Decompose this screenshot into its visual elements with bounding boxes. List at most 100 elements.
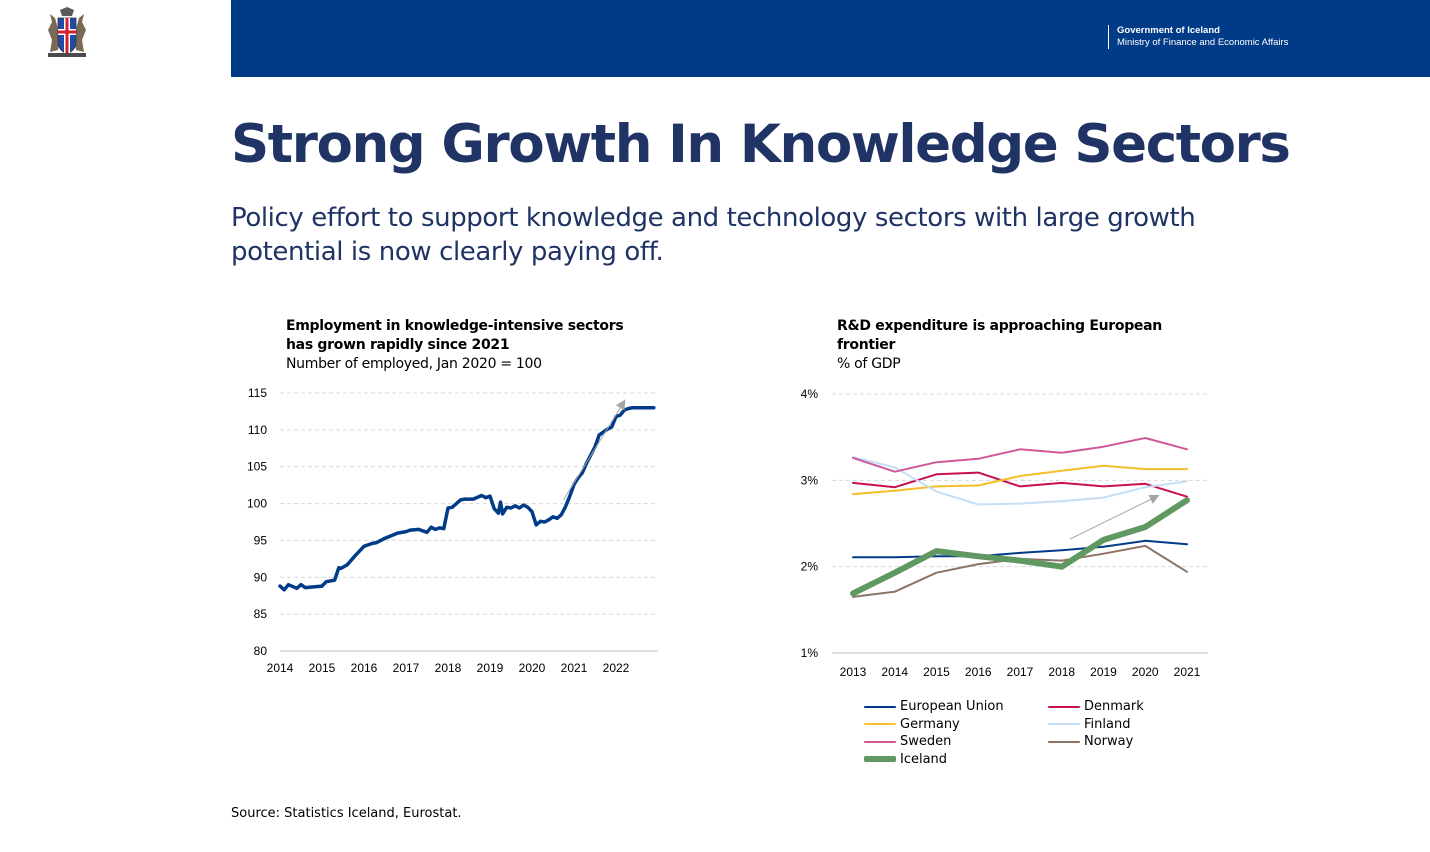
rnd-chart-title: R&D expenditure is approaching European … (837, 318, 1162, 353)
source-note: Source: Statistics Iceland, Eurostat. (231, 806, 462, 821)
x-tick-label: 2018 (1048, 665, 1075, 679)
employment-series-line (278, 405, 656, 592)
european-union-data-point (1186, 543, 1188, 545)
legend-label: Denmark (1084, 699, 1144, 715)
trend-arrow (1069, 494, 1160, 540)
iceland-data-point (893, 571, 897, 575)
employment-data-point (451, 506, 453, 508)
employment-data-point (304, 587, 306, 589)
employment-data-point (518, 507, 520, 509)
employment-data-point (287, 584, 289, 586)
ministry-name: Ministry of Finance and Economic Affairs (1117, 37, 1289, 48)
finland-data-point (1061, 500, 1063, 502)
legend-item-finland: Finland (1048, 716, 1232, 734)
employment-data-point (611, 426, 613, 428)
legend-swatch (1048, 705, 1080, 708)
employment-data-point (636, 407, 638, 409)
employment-data-point (649, 407, 651, 409)
denmark-data-point (1102, 485, 1105, 487)
coat-of-arms-icon (48, 7, 86, 57)
european-union-data-point (1019, 552, 1021, 554)
finland-data-point (935, 490, 938, 493)
y-tick-label: 95 (254, 533, 268, 547)
legend-swatch (864, 756, 896, 763)
sweden-data-point (1061, 452, 1063, 454)
employment-data-point (644, 407, 646, 409)
employment-data-point (340, 567, 342, 570)
finland-data-point (1144, 486, 1146, 488)
legend-item-european-union: European Union (864, 698, 1048, 716)
employment-data-point (439, 527, 441, 529)
employment-data-point (565, 505, 567, 508)
employment-data-point (447, 507, 449, 509)
employment-data-point (313, 586, 315, 588)
norway-data-point (894, 591, 896, 593)
employment-data-point (535, 524, 537, 526)
european-union-data-point (1144, 540, 1146, 542)
employment-data-point (338, 567, 340, 569)
employment-data-point (464, 498, 466, 500)
germany-data-point (977, 484, 979, 487)
x-tick-label: 2018 (435, 661, 462, 675)
employment-data-point (623, 409, 625, 411)
rnd-chart: 1% 2% 3% 4% 2013 2014 2015 2016 2017 2018 2019 2020… (801, 387, 1208, 679)
employment-data-point (619, 414, 621, 416)
employment-data-point (430, 526, 432, 528)
y-tick-label: 115 (248, 386, 267, 400)
denmark-data-point (852, 482, 854, 484)
norway-data-point (935, 572, 938, 574)
employment-data-point (460, 499, 462, 501)
germany-data-point (935, 485, 938, 487)
legend-swatch (864, 705, 896, 708)
iceland-data-point (851, 591, 855, 595)
norway-data-point (977, 563, 979, 565)
y-tick-label: 3% (801, 473, 819, 487)
sweden-data-point (1102, 446, 1105, 448)
x-tick-label: 2017 (1007, 665, 1034, 679)
employment-data-point (615, 415, 617, 418)
legend-item-sweden: Sweden (864, 733, 1048, 751)
denmark-data-point (894, 486, 896, 488)
employment-data-point (279, 585, 281, 587)
x-tick-label: 2016 (965, 665, 992, 679)
employment-data-point (638, 407, 640, 409)
iceland-data-point (976, 554, 980, 558)
legend-swatch (864, 723, 896, 726)
sweden-data-point (935, 461, 938, 463)
rnd-chart-heading: R&D expenditure is approaching European … (837, 317, 1167, 374)
european-union-data-point (1102, 546, 1105, 548)
x-tick-label: 2013 (840, 665, 867, 679)
norway-data-point (1061, 560, 1063, 562)
germany-data-point (1019, 475, 1021, 477)
employment-data-point (376, 542, 378, 544)
employment-data-point (363, 545, 365, 547)
denmark-data-point (1061, 482, 1063, 484)
employment-data-point (405, 530, 407, 533)
norway-data-point (1144, 545, 1146, 547)
employment-data-point (527, 506, 529, 508)
y-tick-label: 90 (254, 570, 268, 584)
employment-data-point (434, 528, 436, 530)
iceland-data-point (935, 549, 938, 553)
employment-data-point (569, 495, 571, 497)
employment-data-point (548, 519, 550, 521)
employment-data-point (371, 542, 373, 544)
rnd-chart-legend: European Union Denmark Germany Finland Swede… (864, 698, 1244, 768)
denmark-data-point (1144, 483, 1146, 485)
denmark-data-point (935, 473, 938, 475)
x-tick-label: 2020 (519, 661, 546, 675)
iceland-data-point (1060, 565, 1064, 569)
x-tick-label: 2015 (923, 665, 950, 679)
employment-data-point (531, 511, 533, 513)
header-banner: Government of Iceland Ministry of Financ… (231, 0, 1430, 77)
employment-data-point (409, 529, 411, 531)
iceland-data-point (1102, 538, 1105, 542)
x-tick-label: 2019 (477, 661, 504, 675)
sweden-series-line (852, 437, 1188, 473)
employment-data-point (493, 508, 495, 510)
employment-data-point (397, 532, 399, 534)
employment-data-point (510, 507, 512, 509)
finland-data-point (977, 503, 979, 506)
employment-data-point (499, 501, 502, 503)
legend-label: Norway (1084, 734, 1134, 750)
